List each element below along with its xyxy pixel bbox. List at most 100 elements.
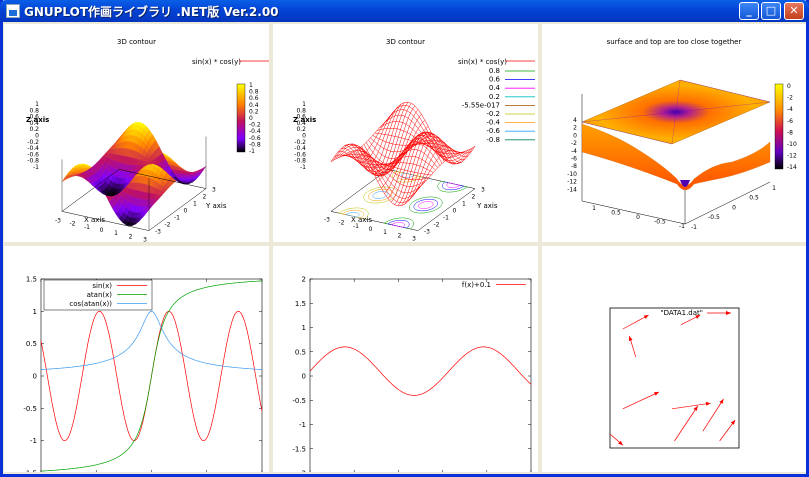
colorbar <box>236 83 246 153</box>
x-tick-label: -1 <box>84 224 90 231</box>
z-tick-label: 0 <box>573 132 577 139</box>
plot-frame <box>609 307 740 449</box>
z-tick-label: 2 <box>573 125 577 132</box>
y-tick-label: -0.5 <box>292 397 306 405</box>
axis-line <box>61 211 150 231</box>
colorbar-tick-label: -14 <box>787 164 797 171</box>
colorbar-tick-label: -0.6 <box>249 135 261 142</box>
z-tick-label: -0.8 <box>27 158 39 165</box>
x-tick-label: -1 <box>679 223 685 230</box>
maximize-button[interactable]: □ <box>761 2 781 20</box>
y-tick-label: 2 <box>203 194 207 201</box>
z-tick-label: 1 <box>35 101 39 108</box>
contour-level-label: -0.6 <box>486 127 500 135</box>
series-line <box>40 310 263 370</box>
contour-line <box>408 196 443 214</box>
y-tick-label: 2 <box>302 276 306 284</box>
xy-ticks: 1 0.5 0 -0.5 -1 -1 -0.5 0 0.5 1 <box>592 185 776 231</box>
y-tick-label: 0 <box>732 204 736 211</box>
legend-box <box>43 279 153 311</box>
z-tick-label: 0.6 <box>296 114 306 121</box>
colorbar-tick-label: 0.6 <box>249 95 259 102</box>
y-tick-label: -1 <box>299 421 306 429</box>
mesh-line <box>374 132 462 153</box>
contour-level-label: -0.2 <box>486 110 500 118</box>
lower-surface <box>581 123 771 191</box>
mesh-line <box>394 131 452 205</box>
x-tick-label: -3 <box>324 216 330 223</box>
z-tick-label: -10 <box>567 171 577 178</box>
axis-line <box>61 169 120 212</box>
contour-level-label: 0.8 <box>489 67 500 75</box>
colorbar-tick-label: -1 <box>249 148 255 155</box>
vector-arrowhead <box>628 336 633 341</box>
top-plane-ridge <box>581 79 771 145</box>
vector-arrow <box>674 405 699 442</box>
y-tick-label: 0.5 <box>26 340 37 348</box>
y-tick-label: 1.5 <box>26 276 37 284</box>
x-axis-label: X axis <box>351 216 372 224</box>
z-tick-label: -0.4 <box>294 145 306 152</box>
plot-title: 3D contour <box>117 38 156 46</box>
vector-arrow <box>622 314 649 330</box>
z-ticks: 420-2-4-6-8-10-12-14 <box>567 117 577 193</box>
z-tick-label: -1 <box>300 164 306 171</box>
colorbar-ticks: 0 -2 -4 -6 -8 -10 -12 -14 <box>787 83 797 171</box>
mesh-line <box>417 145 476 189</box>
colorbar-tick-label: -12 <box>787 153 797 160</box>
surface-cell <box>61 175 68 182</box>
x-tick-label: 3 <box>143 237 147 242</box>
contour-line <box>344 212 360 218</box>
surface-top-plot: 0-2-4-6-8-10-12-14 420-2-4-6-8-10-12-14 … <box>567 79 797 231</box>
colorbar-tick-label: 0 <box>787 83 791 90</box>
y-tick-label: 1 <box>193 201 197 208</box>
surface-layers <box>581 79 771 225</box>
y-tick-label: -0.5 <box>23 405 37 413</box>
x-tick-label: 2 <box>129 233 133 240</box>
mesh-line <box>385 105 474 165</box>
contour-line <box>418 201 434 209</box>
z-tick-label: -1 <box>33 164 39 171</box>
close-button[interactable]: ✕ <box>784 2 804 20</box>
x-tick-label: 0 <box>100 227 104 234</box>
plot-surface-top: surface and top are too close together <box>542 24 806 242</box>
vector-arrow <box>702 398 724 432</box>
plot-vectors: "DATA1.dat" <box>542 246 806 472</box>
x-tick-label: 1 <box>114 230 118 237</box>
contour-level-label: 0.6 <box>489 76 501 84</box>
y-tick-label: 0.5 <box>295 348 306 356</box>
minimize-button[interactable]: _ <box>739 2 759 20</box>
axis-line <box>581 200 686 225</box>
y-tick-label: 1 <box>302 324 306 332</box>
contour-line <box>391 222 405 228</box>
plot-trig-functions: 1.510.50-0.5-1-1.5-10-50510sin(x)atan(x)… <box>4 246 269 472</box>
y-tick-label: 0.5 <box>749 195 759 202</box>
x-tick-label: 0 <box>369 226 373 233</box>
colorbar-tick-label: 0.8 <box>249 89 259 96</box>
y-tick-label: 3 <box>212 187 216 194</box>
vector-arrow <box>622 391 660 410</box>
mesh-line <box>414 150 472 194</box>
z-tick-label: 0.8 <box>296 107 306 114</box>
contour-line <box>413 198 438 212</box>
z-tick-label: -14 <box>567 186 577 193</box>
z-tick-label: -4 <box>571 148 577 155</box>
y-tick-label: 0 <box>33 373 37 381</box>
series-line <box>309 346 532 396</box>
wireframe-plot: sin(x) * cos(y) 0.80.60.40.2-5.55e-017-0… <box>293 58 535 242</box>
z-tick-label: 0 <box>35 133 39 140</box>
y-tick-label: -3 <box>424 229 430 236</box>
key-label: sin(x) * cos(y) <box>192 58 241 66</box>
contour-line <box>446 182 461 188</box>
y-tick-label: 1.5 <box>295 300 306 308</box>
y-tick-label: -2 <box>165 222 171 229</box>
z-ticks: 10.80.60.40.20-0.2-0.4-0.6-0.8-1 <box>294 101 306 171</box>
vector-arrowhead <box>730 420 736 425</box>
z-tick-label: -0.2 <box>294 139 306 146</box>
y-axis-label: Y axis <box>205 202 227 210</box>
z-tick-label: -0.8 <box>294 158 306 165</box>
y-tick-label: -1.5 <box>292 445 306 453</box>
title-bar[interactable]: GNUPLOT作画ライブラリ .NET版 Ver.2.00 _ □ ✕ <box>0 0 809 22</box>
colorbar-tick-label: -10 <box>787 141 797 148</box>
y-tick-label: -1 <box>30 437 37 445</box>
